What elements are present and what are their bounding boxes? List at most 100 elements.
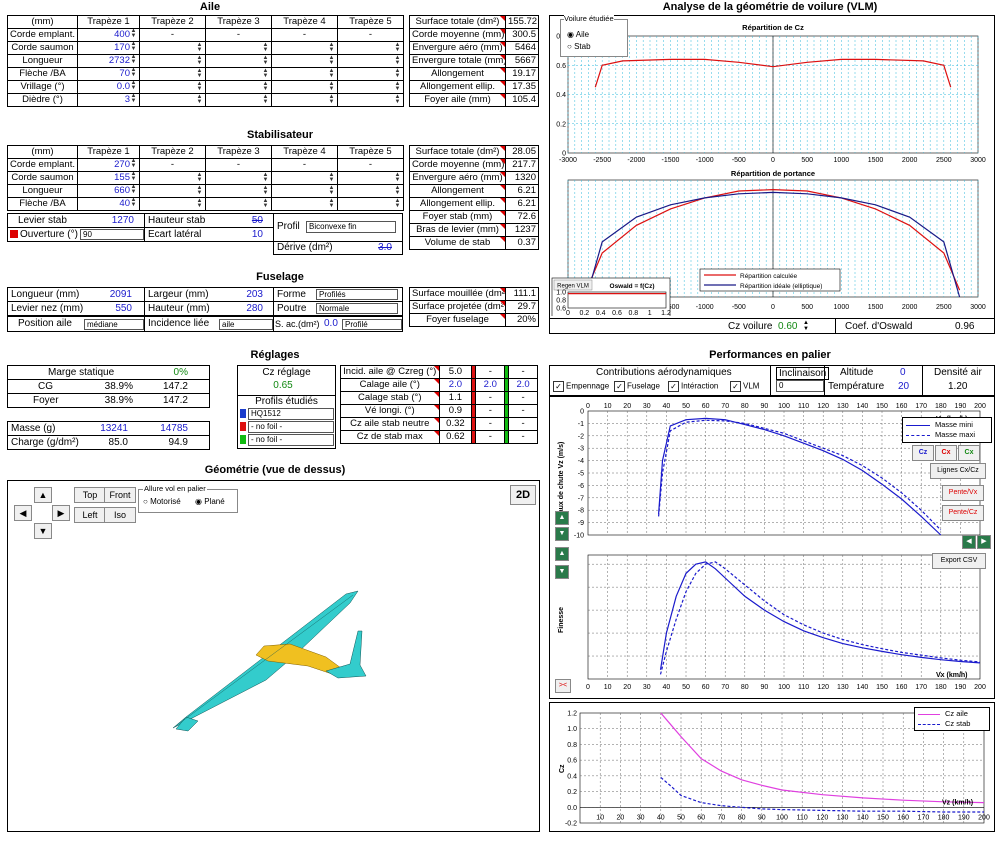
sac-select[interactable]: Profilé <box>342 319 402 330</box>
levier-stab-value[interactable]: 1270 <box>111 215 134 226</box>
cell-t2[interactable]: ▲ ▼ <box>139 197 206 211</box>
spinner[interactable]: ▲ ▼ <box>130 158 137 170</box>
motorise-radio[interactable]: ○ Motorisé <box>143 497 181 506</box>
spinner[interactable]: ▲ ▼ <box>328 172 335 184</box>
altitude-value[interactable]: 0 <box>900 367 906 378</box>
spinner[interactable]: ▲ ▼ <box>394 42 401 54</box>
levier-nez-value[interactable]: 550 <box>115 303 132 314</box>
cell-t5[interactable]: - <box>337 158 404 172</box>
swap-button[interactable]: >< <box>555 679 571 693</box>
cell-t4[interactable]: ▲ ▼ <box>271 197 338 211</box>
cell-t4[interactable]: ▲ ▼ <box>271 184 338 198</box>
spinner[interactable]: ▲ ▼ <box>394 55 401 67</box>
scroll-left-button[interactable]: ◀ <box>962 535 976 549</box>
cell-t2[interactable]: ▲ ▼ <box>139 41 206 55</box>
temperature-value[interactable]: 20 <box>898 381 910 392</box>
spinner[interactable]: ▲ ▼ <box>130 67 137 79</box>
cell-t5[interactable]: ▲ ▼ <box>337 41 404 55</box>
spinner[interactable]: ▲ ▼ <box>394 172 401 184</box>
spinner[interactable]: ▲ ▼ <box>262 55 269 67</box>
spinner[interactable]: ▲ ▼ <box>130 197 137 209</box>
cz-voilure-value[interactable]: 0.60 <box>778 321 798 332</box>
2d-button[interactable]: 2D <box>510 485 536 505</box>
cell-t1[interactable]: 3 ▲ ▼ <box>77 93 140 107</box>
profil-select[interactable]: - no foil - <box>248 434 334 446</box>
scroll-up-button[interactable]: ▲ <box>555 511 569 525</box>
profil-item[interactable]: - no foil - <box>240 434 334 446</box>
cell-t5[interactable]: - <box>337 28 404 42</box>
cx-button[interactable]: Cx <box>935 445 957 461</box>
cell-t5[interactable]: ▲ ▼ <box>337 54 404 68</box>
spinner[interactable]: ▲ ▼ <box>196 81 203 93</box>
spinner[interactable]: ▲ ▼ <box>328 42 335 54</box>
cell-t5[interactable]: ▲ ▼ <box>337 197 404 211</box>
spinner[interactable]: ▲ ▼ <box>394 94 401 106</box>
longueur-value[interactable]: 2091 <box>109 289 132 300</box>
cell-t4[interactable]: ▲ ▼ <box>271 80 338 94</box>
cell-t1[interactable]: 70 ▲ ▼ <box>77 67 140 81</box>
spinner[interactable]: ▲ ▼ <box>262 42 269 54</box>
cell-t4[interactable]: ▲ ▼ <box>271 93 338 107</box>
cell-t2[interactable]: - <box>139 158 206 172</box>
plane-radio[interactable]: ◉ Plané <box>195 497 225 506</box>
cell-t5[interactable]: ▲ ▼ <box>337 67 404 81</box>
cell-t3[interactable]: - <box>205 158 272 172</box>
nav-down-button[interactable]: ▼ <box>34 523 52 539</box>
cell-t5[interactable]: ▲ ▼ <box>337 171 404 185</box>
spinner[interactable]: ▲ ▼ <box>130 41 137 53</box>
scroll-down-2-button[interactable]: ▼ <box>555 565 569 579</box>
spinner[interactable]: ▲ ▼ <box>262 81 269 93</box>
cell-t2[interactable]: ▲ ▼ <box>139 80 206 94</box>
masse-min[interactable]: 13241 <box>100 423 128 434</box>
interaction-checkbox[interactable]: ✓ Intéraction <box>668 381 718 392</box>
vlm-checkbox[interactable]: ✓ VLM <box>730 381 759 392</box>
cell-t1[interactable]: 170 ▲ ▼ <box>77 41 140 55</box>
nav-up-button[interactable]: ▲ <box>34 487 52 503</box>
derive-value[interactable]: 3.0 <box>378 242 392 253</box>
sac-value[interactable]: 0.0 <box>324 318 338 329</box>
cell-t2[interactable]: ▲ ▼ <box>139 54 206 68</box>
cell-t2[interactable]: - <box>139 28 206 42</box>
hauteur-value[interactable]: 280 <box>246 303 263 314</box>
spinner[interactable]: ▲ ▼ <box>262 172 269 184</box>
cell-t1[interactable]: 2732 ▲ ▼ <box>77 54 140 68</box>
profil-select[interactable]: HQ1512 <box>248 408 334 420</box>
spinner[interactable]: ▲ ▼ <box>394 81 401 93</box>
pente-vx-button[interactable]: Pente/Vx <box>942 485 984 501</box>
stab-radio[interactable]: ○ Stab <box>567 42 591 51</box>
cell-t1[interactable]: 270 ▲ ▼ <box>77 158 140 172</box>
scroll-right-button[interactable]: ▶ <box>977 535 991 549</box>
cell-t3[interactable]: ▲ ▼ <box>205 41 272 55</box>
scroll-up-2-button[interactable]: ▲ <box>555 547 569 561</box>
cell-t3[interactable]: ▲ ▼ <box>205 184 272 198</box>
cell-t1[interactable]: 0.0 ▲ ▼ <box>77 80 140 94</box>
spinner[interactable]: ▲ ▼ <box>328 55 335 67</box>
masse-max[interactable]: 14785 <box>160 423 188 434</box>
cell-t3[interactable]: ▲ ▼ <box>205 80 272 94</box>
spinner[interactable]: ▲ ▼ <box>262 68 269 80</box>
nav-left-button[interactable]: ◀ <box>14 505 32 521</box>
spinner[interactable]: ▲ ▼ <box>262 94 269 106</box>
spinner[interactable]: ▲ ▼ <box>394 68 401 80</box>
export-csv-button[interactable]: Export CSV <box>932 553 986 569</box>
cell-t5[interactable]: ▲ ▼ <box>337 184 404 198</box>
geometrie-view[interactable]: ▲ ◀ ▶ ▼ Top Front Left Iso Allure vol en… <box>7 480 540 832</box>
left-view-button[interactable]: Left <box>74 507 106 523</box>
cz-reglage-value[interactable]: 0.65 <box>273 380 293 391</box>
hauteur-stab-value[interactable]: 50 <box>251 215 263 226</box>
nav-right-button[interactable]: ▶ <box>52 505 70 521</box>
spinner[interactable]: ▲ ▼ <box>130 54 137 66</box>
spinner[interactable]: ▲ ▼ <box>196 68 203 80</box>
front-view-button[interactable]: Front <box>104 487 136 503</box>
spinner[interactable]: ▲ ▼ <box>196 198 203 210</box>
cell-t3[interactable]: ▲ ▼ <box>205 171 272 185</box>
cell-t5[interactable]: ▲ ▼ <box>337 93 404 107</box>
profil-item[interactable]: - no foil - <box>240 421 334 433</box>
largeur-value[interactable]: 203 <box>246 289 263 300</box>
forme-select[interactable]: Profilés <box>316 289 398 300</box>
profil-select[interactable]: Biconvexe fin <box>306 221 396 233</box>
cell-t2[interactable]: ▲ ▼ <box>139 171 206 185</box>
ecart-lateral-value[interactable]: 10 <box>251 229 263 240</box>
cz-voilure-spinner[interactable]: ▲ ▼ <box>803 320 809 332</box>
spinner[interactable]: ▲ ▼ <box>262 185 269 197</box>
